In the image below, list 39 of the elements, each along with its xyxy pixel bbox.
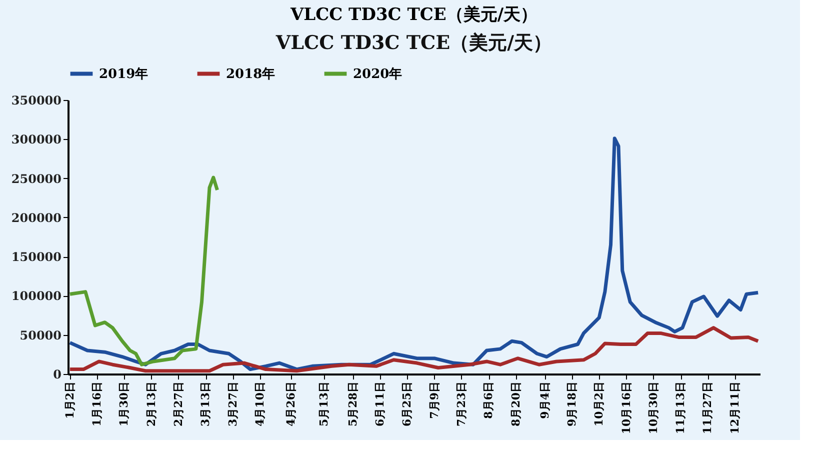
x-tick-label: 1月16日	[90, 382, 104, 426]
x-tick-label: 8月6日	[482, 382, 496, 419]
x-tick-label: 5月28日	[346, 382, 360, 426]
x-tick-label: 3月13日	[199, 382, 212, 426]
y-tick-label: 200000	[11, 210, 62, 225]
x-tick-label: 6月25日	[400, 382, 414, 426]
legend-label: 2018年	[226, 66, 276, 82]
x-tick-label: 7月9日	[428, 382, 441, 419]
line-series	[68, 176, 220, 366]
y-tick-label: 150000	[11, 250, 62, 264]
legend-label: 2019年	[99, 66, 148, 82]
y-tick-label: 250000	[11, 172, 62, 186]
x-tick-label: 3月27日	[226, 382, 240, 426]
x-tick-label: 12月11日	[728, 382, 742, 434]
x-tick-label: 8月20日	[509, 382, 522, 426]
x-tick-label: 4月10日	[253, 382, 266, 426]
x-tick-label: 1月30日	[118, 382, 131, 426]
x-tick-label: 2月13日	[144, 382, 158, 426]
x-tick-label: 4月26日	[284, 382, 298, 426]
chart-subtitle: VLCC TD3C TCE（美元/天）	[289, 5, 538, 25]
x-tick-label: 10月30日	[646, 382, 660, 434]
y-tick-label: 350000	[11, 94, 62, 108]
x-tick-label: 5月13日	[317, 382, 330, 426]
x-tick-label: 11月13日	[674, 382, 688, 434]
x-tick-label: 11月27日	[701, 382, 714, 434]
x-tick-label: 10月16日	[620, 382, 633, 434]
x-tick-label: 10月2日	[592, 382, 606, 426]
x-tick-label: 2月27日	[172, 382, 185, 426]
y-tick-label: 50000	[20, 328, 62, 342]
y-tick-label: 0	[53, 368, 62, 382]
legend-label: 2020年	[353, 66, 402, 82]
x-tick-label: 9月4日	[538, 382, 552, 419]
chart-title: VLCC TD3C TCE（美元/天）	[274, 32, 552, 54]
y-tick-label: 300000	[11, 132, 62, 147]
x-tick-label: 6月11日	[374, 382, 387, 426]
x-tick-label: 9月18日	[565, 382, 578, 426]
y-tick-label: 100000	[11, 289, 62, 304]
x-tick-label: 1月2日	[63, 382, 76, 419]
x-tick-label: 7月23日	[454, 382, 468, 426]
